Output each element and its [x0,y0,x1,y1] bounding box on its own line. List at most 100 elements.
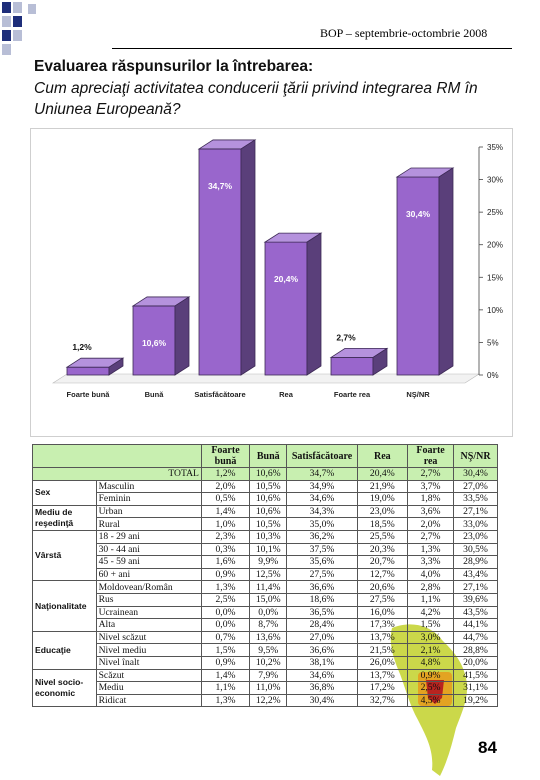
table-cell: 1,3% [407,542,455,557]
table-cell: 0,0% [200,618,251,632]
bar-chart: 0% 5% 10% 15% 20% 25% 30% 35% 1,2% Foarte bună 10,… [51,139,503,399]
table-cell: 13,6% [249,630,288,645]
header-rule [112,48,512,49]
table-cell: 10,6% [249,504,288,519]
table-cell: 15,0% [249,592,288,607]
table-row: Rural 1,0% 10,5% 35,0% 18,5% 2,0% 33,0% [33,517,498,531]
table-cell: 31,1% [453,681,498,695]
table-cell: 34,6% [286,492,358,506]
total-label: TOTAL [32,467,202,481]
table-cell: 33,5% [453,492,498,506]
column-header: Foarte rea [407,444,455,468]
y-tick-label: 30% [487,176,503,185]
category-label: Satisfăcătoare [194,390,245,399]
table-row: 45 - 59 ani 1,6% 9,9% 35,6% 20,7% 3,3% 28,9% [33,555,498,569]
table-cell: 2,1% [407,643,455,657]
table-cell: 18,5% [356,517,409,531]
category-label: Foarte rea [334,390,371,399]
table-cell: 36,5% [286,605,358,620]
table-cell: 3,6% [407,504,455,519]
table-cell: 0,0% [200,605,251,620]
table-cell: 4,8% [407,655,455,670]
row-label: Moldovean/Român [95,580,202,594]
table-cell: 10,5% [249,479,288,494]
table-cell: 20,0% [453,655,498,670]
row-label: 60 + ani [95,567,202,582]
bar-value-label: 1,2% [72,342,92,352]
row-label: Rural [95,517,202,531]
column-header: Bună [249,444,288,468]
table-cell: 12,2% [249,693,288,708]
row-label: Nivel înalt [95,655,202,670]
table-cell: 10,1% [249,542,288,557]
table-cell: 2,5% [200,592,251,607]
table-cell: 36,6% [286,580,358,594]
category-label: Bună [145,390,165,399]
row-label: Rus [95,592,202,607]
bar-side [240,139,256,376]
table-cell: 9,5% [249,643,288,657]
table-cell: 27,1% [453,580,498,594]
table-cell: 28,8% [453,643,498,657]
total-cell: 10,6% [249,467,288,481]
column-header: Rea [356,444,409,468]
table-cell: 0,9% [200,655,251,670]
total-row: TOTAL 1,2% 10,6% 34,7% 20,4% 2,7% 30,4% [32,467,498,481]
bar-side [108,357,124,376]
table-cell: 34,3% [286,504,358,519]
table-cell: 21,5% [356,643,409,657]
row-label: 45 - 59 ani [95,555,202,569]
row-label: 30 - 44 ani [95,542,202,557]
row-label: Urban [95,504,202,519]
column-header: Satisfăcătoare [286,444,358,468]
group-label: Educaţie [32,630,97,670]
group-label: Sex [32,479,97,506]
table-row: 30 - 44 ani 0,3% 10,1% 37,5% 20,3% 1,3% 30,5% [33,542,498,557]
table-cell: 43,5% [453,605,498,620]
table-cell: 37,5% [286,542,358,557]
total-cell: 34,7% [286,467,358,481]
y-tick-label: 5% [487,338,499,347]
table-cell: 27,1% [453,504,498,519]
row-label: Ridicat [95,693,202,708]
category-label: Rea [279,390,294,399]
table-cell: 36,6% [286,643,358,657]
bar-side [438,167,454,376]
table-cell: 1,6% [200,555,251,569]
table-cell: 11,4% [249,580,288,594]
table-cell: 10,2% [249,655,288,670]
y-tick-label: 20% [487,241,503,250]
total-cell: 20,4% [356,467,409,481]
table-cell: 0,3% [200,542,251,557]
table-cell: 8,7% [249,618,288,632]
bar-side [372,347,388,376]
table-cell: 20,6% [356,580,409,594]
table-row: Educaţie Nivel scăzut 0,7% 13,6% 27,0% 13,7% 3… [32,630,498,670]
row-label: Feminin [95,492,202,506]
table-cell: 9,9% [249,555,288,569]
table-cell: 1,1% [407,592,455,607]
y-tick-label: 10% [487,306,503,315]
table-cell: 0,9% [407,668,455,683]
table-cell: 10,3% [249,529,288,544]
category-label: Foarte bună [67,390,111,399]
table-cell: 36,8% [286,681,358,695]
total-cell: 30,4% [453,467,498,481]
results-table: Foarte bună Bună Satisfăcătoare Rea Foar… [32,444,498,708]
table-cell: 3,7% [407,479,455,494]
table-cell: 35,0% [286,517,358,531]
page-title: Evaluarea răspunsurilor la întrebarea: [34,58,314,75]
row-label: 18 - 29 ani [95,529,202,544]
data-table-container: Foarte bună Bună Satisfăcătoare Rea Foar… [32,444,498,708]
group-label: Naţionalitate [32,580,97,632]
bar-value-label: 20,4% [274,274,299,284]
y-tick-label: 0% [487,371,499,380]
corner-decoration [2,2,36,55]
table-row: Ridicat 1,3% 12,2% 30,4% 32,7% 4,5% 19,2% [33,693,498,708]
row-label: Mediu [95,681,202,695]
table-cell: 0,7% [200,630,251,645]
table-cell: 23,0% [453,529,498,544]
table-cell: 1,3% [200,693,251,708]
bar-value-label: 10,6% [142,338,167,348]
table-cell: 35,6% [286,555,358,569]
